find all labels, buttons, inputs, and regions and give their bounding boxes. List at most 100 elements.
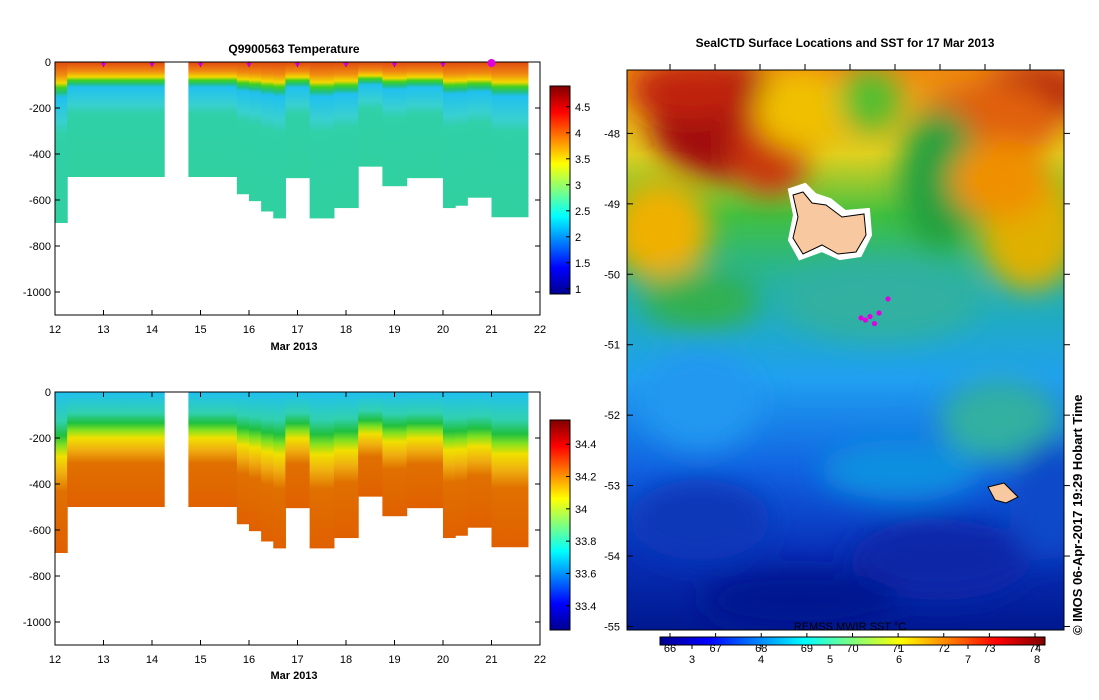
- salinity-profile: [127, 392, 141, 507]
- temperature-profile: [249, 62, 262, 202]
- colorbar-tick-label: 33.4: [575, 601, 596, 613]
- salinity-colorbar-ticks: 33.4 33.6 33.8 34 34.2 34.4: [566, 439, 596, 613]
- temperature-title: Q9900563 Temperature: [228, 42, 360, 56]
- x-tick-label: 18: [340, 324, 352, 336]
- salinity-profile: [333, 392, 347, 539]
- temperature-profile: [430, 62, 444, 179]
- salinity-profile: [79, 392, 92, 507]
- salinity-profile: [91, 392, 105, 507]
- surface-marker: [294, 63, 301, 67]
- salinity-profile: [188, 392, 202, 507]
- salinity-profile: [309, 392, 323, 549]
- salinity-profile: [249, 392, 262, 532]
- salinity-profile: [139, 392, 153, 507]
- sst-c-tick-label: 7: [965, 654, 971, 666]
- x-tick-label: 21: [485, 654, 497, 666]
- y-tick-label: -1000: [23, 287, 51, 299]
- colorbar-tick-label: 33.8: [575, 536, 596, 548]
- x-tick-label: 22: [534, 324, 546, 336]
- sst-c-tick-label: 6: [896, 654, 902, 666]
- salinity-profile: [200, 392, 214, 507]
- salinity-profile: [321, 392, 335, 549]
- lat-tick-label: -49: [604, 199, 620, 211]
- temperature-profiles: [55, 62, 529, 223]
- sst-f-tick-label: 70: [846, 643, 858, 655]
- y-tick-label: -600: [29, 195, 51, 207]
- temperature-profile: [79, 62, 92, 177]
- x-tick-label: 15: [194, 324, 206, 336]
- salinity-profile: [103, 392, 117, 507]
- seal-locations: [858, 296, 891, 327]
- temperature-profile: [321, 62, 335, 219]
- x-tick-label: 17: [291, 324, 303, 336]
- salinity-profile: [67, 392, 80, 507]
- temperature-profile: [479, 62, 493, 198]
- sst-map-title: SealCTD Surface Locations and SST for 17…: [696, 36, 995, 50]
- salinity-profile: [285, 392, 299, 509]
- temperature-profile: [200, 62, 214, 177]
- temperature-profile: [212, 62, 226, 177]
- salinity-profile: [236, 392, 250, 525]
- colorbar-tick-label: 34: [575, 504, 587, 516]
- temperature-profile: [152, 62, 165, 177]
- lat-tick-label: -54: [604, 551, 620, 563]
- y-tick-label: -400: [29, 479, 51, 491]
- temperature-profile: [418, 62, 432, 179]
- x-tick-label: 17: [291, 654, 303, 666]
- salinity-axes: 12 13 14 15 16 17 18 19 20 21 22 0 -200 -400 -600 -800 -…: [23, 387, 546, 666]
- surface-marker: [343, 63, 349, 67]
- temperature-profile: [515, 62, 529, 218]
- x-tick-label: 15: [194, 654, 206, 666]
- sst-field: [627, 70, 1064, 630]
- surface-marker: [391, 63, 398, 67]
- surface-marker: [440, 63, 446, 67]
- sst-map-panel: SealCTD Surface Locations and SST for 17…: [604, 36, 1085, 666]
- salinity-profile: [455, 392, 468, 536]
- salinity-profile: [212, 392, 226, 507]
- temperature-profile: [503, 62, 517, 218]
- sst-f-tick-label: 74: [1029, 643, 1041, 655]
- temperature-colorbar: [549, 85, 571, 295]
- x-tick-label: 14: [146, 654, 158, 666]
- y-tick-label: -400: [29, 149, 51, 161]
- lat-tick-label: -52: [604, 410, 620, 422]
- x-tick-label: 16: [243, 654, 255, 666]
- temperature-profile: [346, 62, 359, 209]
- colorbar-tick-label: 34.4: [575, 439, 596, 451]
- surface-marker: [246, 63, 252, 67]
- seal-location: [862, 317, 869, 323]
- lat-tick-label: -48: [604, 128, 620, 140]
- sst-f-tick-label: 72: [938, 643, 950, 655]
- colorbar-tick-label: 1: [575, 284, 581, 296]
- temperature-profile: [115, 62, 129, 177]
- temperature-profile: [236, 62, 250, 195]
- x-tick-label: 13: [97, 654, 109, 666]
- temperature-panel: Q9900563 Temperature 12 13 14 15 16 17 18 19 20 2…: [23, 42, 590, 353]
- lat-tick-label: -53: [604, 481, 620, 493]
- lat-tick-label: -51: [604, 340, 620, 352]
- sst-c-tick-label: 3: [689, 654, 695, 666]
- x-tick-label: 20: [437, 324, 449, 336]
- surface-marker: [197, 63, 204, 67]
- salinity-panel: 12 13 14 15 16 17 18 19 20 21 22 0 -200 -400 -600 -800 -…: [23, 387, 597, 682]
- salinity-profile: [382, 392, 396, 517]
- salinity-profile: [394, 392, 408, 517]
- y-tick-label: 0: [45, 57, 51, 69]
- temperature-profile: [261, 62, 274, 212]
- salinity-profile: [261, 392, 274, 542]
- temperature-profile: [333, 62, 347, 209]
- temperature-profile: [382, 62, 396, 187]
- seal-location: [885, 296, 891, 302]
- x-tick-label: 13: [97, 324, 109, 336]
- temperature-profile: [224, 62, 238, 177]
- salinity-profile: [467, 392, 480, 528]
- temperature-profile: [406, 62, 420, 179]
- y-tick-label: -800: [29, 571, 51, 583]
- seal-location: [867, 313, 873, 320]
- sst-map-axes: -48 -49 -50 -51 -52 -53 -54 -55: [604, 64, 1070, 633]
- x-tick-label: 21: [485, 324, 497, 336]
- sst-c-tick-label: 4: [758, 654, 764, 666]
- temperature-profile: [139, 62, 153, 177]
- salinity-profile: [273, 392, 286, 549]
